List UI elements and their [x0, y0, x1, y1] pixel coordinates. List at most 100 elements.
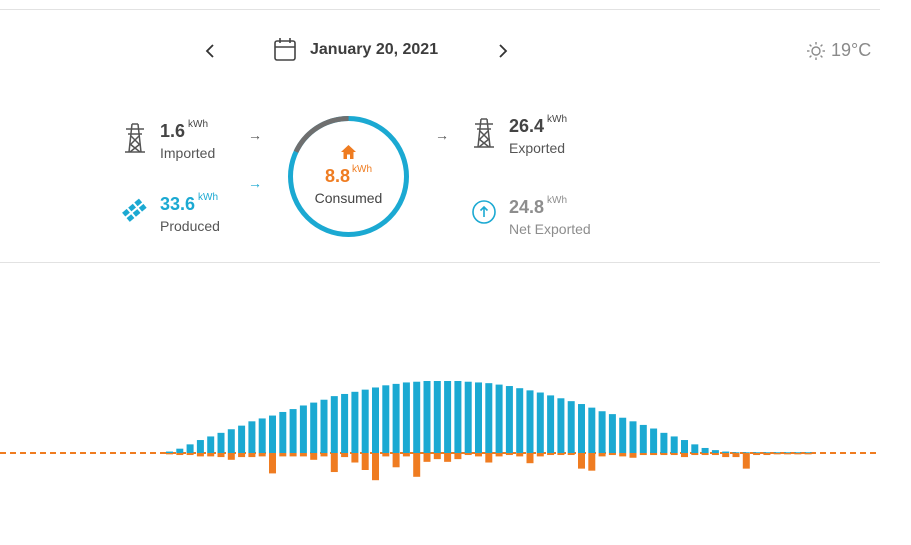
produced-bar[interactable] — [681, 440, 688, 453]
consumed-bar[interactable] — [444, 453, 452, 462]
consumed-bar[interactable] — [279, 453, 287, 457]
consumed-bar[interactable] — [619, 453, 627, 457]
consumed-bar[interactable] — [485, 453, 493, 463]
consumed-bar[interactable] — [166, 453, 173, 455]
consumed-bar[interactable] — [763, 453, 771, 456]
produced-bar[interactable] — [176, 448, 184, 453]
consumed-bar[interactable] — [464, 453, 472, 456]
produced-bar[interactable] — [485, 383, 493, 453]
consumed-bar[interactable] — [258, 453, 266, 457]
consumed-bar[interactable] — [186, 453, 194, 456]
produced-bar[interactable] — [598, 411, 606, 453]
produced-bar[interactable] — [505, 386, 513, 453]
produced-bar[interactable] — [804, 452, 812, 453]
produced-bar[interactable] — [413, 381, 421, 453]
consumed-bar[interactable] — [341, 453, 349, 458]
produced-bar[interactable] — [660, 432, 668, 453]
calendar-icon[interactable] — [273, 37, 297, 63]
produced-bar[interactable] — [547, 395, 555, 453]
produced-bar[interactable] — [217, 432, 225, 453]
produced-bar[interactable] — [269, 415, 276, 453]
consumed-bar[interactable] — [536, 453, 544, 457]
produced-bar[interactable] — [186, 444, 194, 453]
produced-bar[interactable] — [526, 390, 534, 453]
consumed-bar[interactable] — [505, 453, 513, 456]
produced-bar[interactable] — [763, 452, 771, 453]
consumed-bar[interactable] — [773, 453, 781, 455]
produced-bar[interactable] — [433, 381, 441, 453]
consumed-bar[interactable] — [670, 453, 678, 456]
produced-bar[interactable] — [423, 381, 431, 453]
produced-bar[interactable] — [567, 401, 575, 453]
consumed-bar[interactable] — [402, 453, 410, 457]
produced-bar[interactable] — [166, 451, 173, 453]
consumed-bar[interactable] — [660, 453, 668, 456]
consumed-bar[interactable] — [372, 453, 379, 481]
consumed-bar[interactable] — [423, 453, 431, 462]
consumed-bar[interactable] — [650, 453, 658, 456]
produced-bar[interactable] — [650, 428, 658, 453]
consumed-bar[interactable] — [299, 453, 307, 457]
consumed-bar[interactable] — [207, 453, 215, 457]
produced-bar[interactable] — [196, 440, 204, 453]
produced-bar[interactable] — [475, 382, 482, 453]
consumed-bar[interactable] — [578, 453, 585, 469]
produced-bar[interactable] — [578, 404, 585, 453]
produced-bar[interactable] — [402, 382, 410, 453]
produced-bar[interactable] — [639, 424, 647, 453]
produced-bar[interactable] — [227, 429, 235, 453]
consumed-bar[interactable] — [495, 453, 503, 457]
produced-bar[interactable] — [351, 391, 359, 453]
consumed-bar[interactable] — [567, 453, 575, 456]
produced-bar[interactable] — [299, 405, 307, 453]
produced-bar[interactable] — [722, 451, 730, 453]
consumed-bar[interactable] — [238, 453, 246, 458]
produced-bar[interactable] — [608, 414, 616, 453]
consumed-bar[interactable] — [742, 453, 750, 469]
consumed-bar[interactable] — [289, 453, 297, 457]
previous-day-button[interactable] — [197, 38, 223, 64]
consumed-bar[interactable] — [732, 453, 740, 458]
consumed-bar[interactable] — [557, 453, 565, 456]
produced-bar[interactable] — [279, 411, 287, 453]
consumed-bar[interactable] — [433, 453, 441, 460]
consumed-bar[interactable] — [454, 453, 462, 460]
produced-bar[interactable] — [320, 399, 328, 453]
consumed-bar[interactable] — [475, 453, 482, 457]
produced-bar[interactable] — [361, 389, 369, 453]
consumed-bar[interactable] — [320, 453, 328, 457]
consumed-bar[interactable] — [608, 453, 616, 456]
produced-bar[interactable] — [773, 452, 781, 453]
produced-bar[interactable] — [742, 452, 750, 453]
consumed-bar[interactable] — [227, 453, 235, 460]
produced-bar[interactable] — [557, 398, 565, 453]
consumed-bar[interactable] — [547, 453, 555, 456]
consumed-bar[interactable] — [722, 453, 730, 458]
consumed-bar[interactable] — [753, 453, 761, 456]
consumed-bar[interactable] — [217, 453, 225, 458]
consumed-bar[interactable] — [598, 453, 606, 457]
consumed-bar[interactable] — [588, 453, 596, 471]
consumed-bar[interactable] — [248, 453, 256, 458]
produced-bar[interactable] — [691, 444, 699, 453]
consumed-bar[interactable] — [392, 453, 400, 468]
produced-bar[interactable] — [258, 418, 266, 453]
produced-bar[interactable] — [464, 381, 472, 453]
consumed-bar[interactable] — [516, 453, 524, 457]
produced-bar[interactable] — [238, 425, 246, 453]
produced-bar[interactable] — [495, 384, 503, 453]
produced-bar[interactable] — [670, 436, 678, 453]
consumed-bar[interactable] — [701, 453, 709, 456]
consumed-bar[interactable] — [804, 453, 812, 455]
produced-bar[interactable] — [588, 407, 596, 453]
produced-bar[interactable] — [784, 452, 791, 453]
consumed-bar[interactable] — [526, 453, 534, 464]
produced-bar[interactable] — [753, 452, 761, 453]
date-label[interactable]: January 20, 2021 — [310, 41, 439, 58]
produced-bar[interactable] — [619, 417, 627, 453]
consumed-bar[interactable] — [176, 453, 184, 456]
consumed-bar[interactable] — [691, 453, 699, 456]
produced-bar[interactable] — [516, 388, 524, 453]
produced-bar[interactable] — [536, 392, 544, 453]
consumed-bar[interactable] — [196, 453, 204, 457]
